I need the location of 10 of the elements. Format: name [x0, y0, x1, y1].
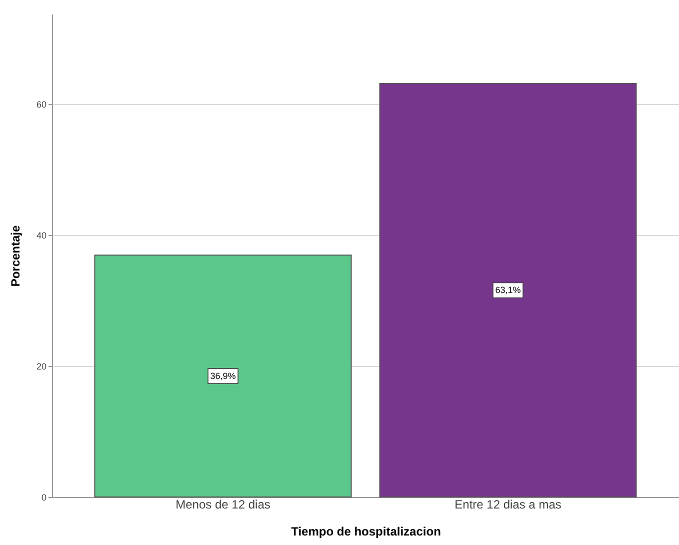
- data-label: 63,1%: [495, 285, 521, 296]
- x-axis-title: Tiempo de hospitalizacion: [291, 524, 441, 538]
- y-axis-title: Porcentaje: [8, 224, 22, 287]
- data-label: 36,9%: [210, 371, 236, 382]
- y-tick-label: 60: [36, 99, 46, 110]
- x-tick-label: Entre 12 dias a mas: [454, 498, 562, 512]
- y-tick-label: 20: [36, 361, 46, 372]
- y-tick-label: 0: [41, 492, 46, 502]
- x-tick-label: Menos de 12 dias: [176, 498, 270, 512]
- y-tick-label: 40: [36, 230, 46, 240]
